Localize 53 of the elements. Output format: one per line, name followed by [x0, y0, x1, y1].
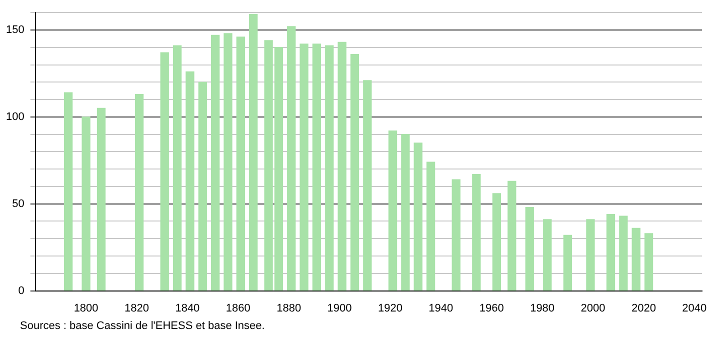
bar — [224, 33, 232, 291]
bar — [492, 193, 502, 291]
bar — [525, 207, 534, 291]
bar — [312, 44, 322, 291]
x-tick-label: 2020 — [631, 302, 656, 314]
bar — [96, 108, 106, 291]
x-tick-label: 2040 — [682, 302, 707, 314]
y-tick-label: 50 — [12, 198, 24, 210]
bar — [64, 92, 73, 291]
y-tick-label: 150 — [6, 24, 24, 36]
bar — [82, 116, 90, 291]
bar — [249, 14, 258, 291]
bar — [350, 54, 360, 291]
bar — [508, 180, 516, 291]
bar — [414, 142, 422, 291]
x-tick-label: 1920 — [378, 302, 402, 314]
bar — [606, 214, 616, 291]
x-tick-label: 1800 — [74, 302, 98, 314]
y-tick-label: 100 — [6, 110, 24, 123]
bar — [186, 71, 194, 291]
bar — [452, 179, 460, 291]
bar — [236, 36, 245, 291]
bar — [287, 26, 296, 291]
x-tick-label: 1860 — [226, 302, 250, 314]
x-tick-label: 1960 — [479, 302, 504, 314]
x-tick-label: 1980 — [530, 302, 555, 314]
x-tick-label: 2000 — [580, 302, 606, 314]
bar — [325, 45, 334, 291]
bar — [563, 234, 572, 291]
x-tick-label: 1840 — [175, 302, 200, 314]
bar — [172, 45, 182, 291]
bar — [472, 174, 481, 291]
bar — [210, 34, 220, 291]
x-tick-label: 1940 — [428, 302, 454, 314]
x-tick-label: 1900 — [327, 302, 352, 314]
bar — [644, 233, 654, 291]
bar — [388, 130, 398, 291]
source-note: Sources : base Cassini de l'EHESS et base Insee. — [20, 320, 265, 332]
y-tick-label: 0 — [18, 284, 24, 297]
bar — [160, 52, 169, 291]
bar — [543, 219, 552, 291]
bar — [198, 82, 207, 291]
bar — [134, 94, 144, 291]
bar — [300, 44, 308, 291]
bar — [338, 42, 346, 291]
bar — [632, 228, 640, 291]
bar — [363, 80, 372, 291]
bar — [401, 134, 410, 291]
bar — [619, 216, 628, 291]
bar — [586, 219, 595, 291]
x-tick-label: 1880 — [276, 302, 302, 314]
bar — [426, 162, 436, 291]
x-tick-label: 1820 — [124, 302, 149, 314]
